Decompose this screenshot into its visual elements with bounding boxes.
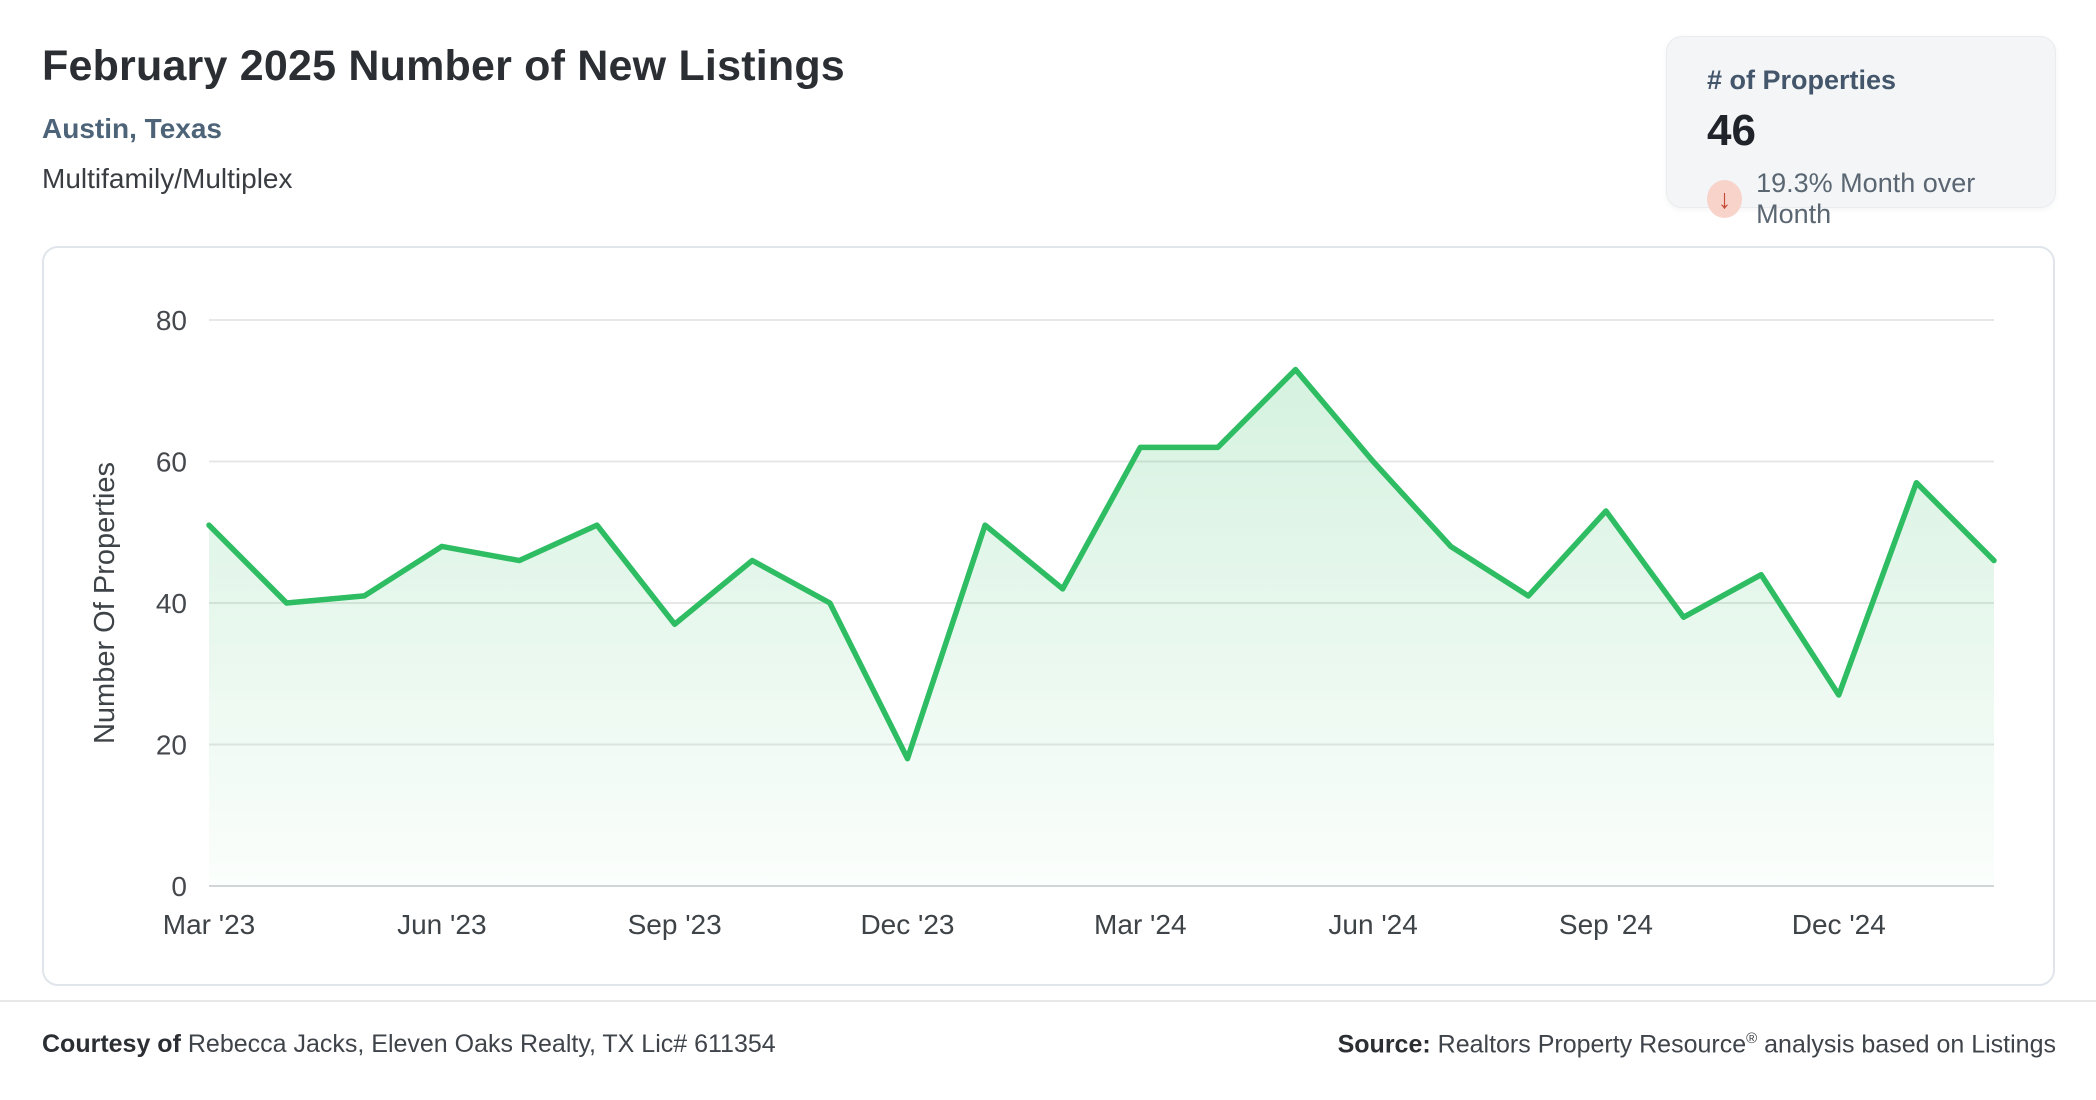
registered-mark: ® <box>1746 1030 1758 1047</box>
y-tick-label: 80 <box>156 305 187 336</box>
x-tick-label: Mar '23 <box>163 909 256 940</box>
listings-chart: 0 20 40 60 80 Number Of Properties Mar '23 Jun … <box>89 305 1997 940</box>
arrow-down-badge: ↓ <box>1707 180 1743 218</box>
chart-card: 0 20 40 60 80 Number Of Properties Mar '23 Jun … <box>42 246 2055 986</box>
y-tick-label: 40 <box>156 588 187 619</box>
courtesy-label: Courtesy of <box>42 1030 181 1059</box>
location-subtitle: Austin, Texas <box>42 113 222 144</box>
x-tick-label: Sep '23 <box>628 909 722 940</box>
x-tick-label: Jun '24 <box>1328 909 1417 940</box>
x-tick-label: Dec '23 <box>860 909 954 940</box>
stat-label: # of Properties <box>1707 65 1897 95</box>
header: February 2025 Number of New Listings Aus… <box>42 42 845 195</box>
arrow-down-icon: ↓ <box>1717 183 1732 214</box>
stat-change-text: 19.3% Month over Month <box>1756 168 1976 229</box>
courtesy-text: Courtesy of Rebecca Jacks, Eleven Oaks R… <box>42 1030 776 1059</box>
x-tick-label: Jun '23 <box>397 909 486 940</box>
source-label: Source: <box>1337 1030 1431 1059</box>
y-tick-label: 0 <box>171 871 187 902</box>
y-axis-title: Number Of Properties <box>89 462 121 744</box>
stat-change: ↓ 19.3% Month over Month <box>1707 168 2035 230</box>
stat-card: # of Properties 46 ↓ 19.3% Month over Mo… <box>1666 36 2056 229</box>
series-line <box>206 366 1997 762</box>
footer: Courtesy of Rebecca Jacks, Eleven Oaks R… <box>42 1030 2056 1059</box>
y-tick-label: 60 <box>156 446 187 477</box>
x-tick-label: Sep '24 <box>1559 909 1653 940</box>
source-text: Source: Realtors Property Resource® anal… <box>1337 1030 2056 1059</box>
x-tick-label: Dec '24 <box>1792 909 1886 940</box>
footer-divider <box>0 1000 2096 1002</box>
y-tick-label: 20 <box>156 729 187 760</box>
property-type: Multifamily/Multiplex <box>42 163 293 194</box>
stat-value: 46 <box>1707 106 1756 155</box>
series-area <box>209 369 1994 886</box>
x-tick-label: Mar '24 <box>1094 909 1187 940</box>
page-title: February 2025 Number of New Listings <box>42 42 845 90</box>
